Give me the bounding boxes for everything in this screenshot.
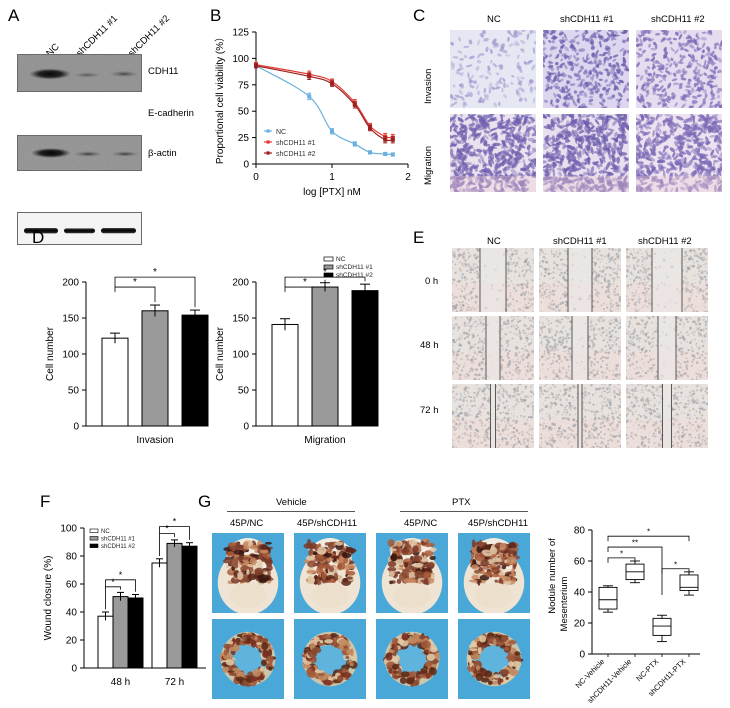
svg-text:NC: NC [336, 256, 346, 263]
svg-text:50: 50 [238, 107, 250, 118]
svg-text:*: * [153, 267, 157, 278]
panel-g-col-4: 45P/shCDH11 [468, 518, 529, 529]
svg-text:75: 75 [238, 80, 250, 91]
panel-c-col-nc: NC [487, 14, 501, 25]
svg-text:shCDH11 #1: shCDH11 #1 [276, 140, 316, 147]
svg-text:200: 200 [232, 278, 249, 289]
panel-e-col-sh1: shCDH11 #1 [553, 236, 607, 247]
svg-text:shCDH11 #2: shCDH11 #2 [276, 151, 316, 158]
panel-letter-g: G [198, 492, 212, 511]
svg-text:Migration: Migration [304, 435, 345, 446]
svg-text:*: * [303, 277, 307, 288]
panel-g-group-ptx: PTX [452, 497, 471, 508]
svg-text:50: 50 [238, 386, 250, 397]
blot-beta-actin [17, 212, 142, 245]
panel-c-col-sh1: shCDH11 #1 [560, 14, 614, 25]
svg-text:0: 0 [243, 422, 249, 433]
panel-e-col-nc: NC [487, 236, 501, 247]
blot-cdh11 [17, 54, 142, 92]
svg-text:150: 150 [62, 314, 79, 325]
svg-text:Invasion: Invasion [136, 435, 173, 446]
svg-text:NC: NC [276, 129, 286, 136]
svg-text:100: 100 [232, 54, 249, 65]
svg-text:200: 200 [62, 278, 79, 289]
panel-e-row-0h: 0 h [425, 276, 439, 287]
lane-label-sh1: shCDH11 #1 [74, 13, 120, 60]
panel-e-row-72h: 72 h [420, 405, 439, 416]
panel-c-col-sh2: shCDH11 #2 [651, 14, 705, 25]
panel-a-lane-labels: NC shCDH11 #1 shCDH11 #2 [0, 0, 200, 60]
svg-text:*: * [323, 267, 327, 278]
panel-letter-e: E [413, 228, 425, 247]
panel-b-chart: 0 25 50 75 100 125 0 1 2 log [PTX] nM Proportional… [210, 14, 415, 204]
panel-g-boxplot: 0 20 40 60 80 Nodule number of Mesenterium NC-V… [540, 508, 730, 704]
panel-c-row-invasion: Invasion [423, 68, 434, 104]
panel-g-col-2: 45P/shCDH11 [297, 518, 358, 529]
svg-text:150: 150 [232, 314, 249, 325]
svg-text:25: 25 [238, 133, 250, 144]
panel-f-chart: 0 20 40 60 80 100 Wound closure (%) 48 h * * 72 h *… [40, 512, 215, 702]
panel-e-row-48h: 48 h [420, 340, 439, 351]
panel-g-col-1: 45P/NC [230, 518, 264, 529]
panel-letter-f: F [40, 492, 51, 511]
blot-label-ecadherin: E-cadherin [148, 108, 194, 119]
panel-d-legend: NC shCDH11 #1 shCDH11 #2 [322, 254, 402, 288]
panel-d-chart-invasion: 0 50 100 150 200 Cell number Invasion * * [42, 258, 212, 463]
svg-text:0: 0 [73, 422, 79, 433]
svg-text:100: 100 [232, 350, 249, 361]
lane-label-sh2: shCDH11 #2 [126, 13, 172, 60]
panel-g-image-grid [212, 533, 530, 703]
panel-g-col-3: 45P/NC [404, 518, 438, 529]
svg-text:2: 2 [405, 172, 411, 183]
svg-text:Proportional cell viability (%: Proportional cell viability (%） [214, 32, 226, 164]
svg-text:*: * [133, 277, 137, 288]
panel-g-group-vehicle: Vehicle [276, 497, 307, 508]
svg-text:shCDH11 #1: shCDH11 #1 [336, 264, 373, 271]
blot-label-cdh11: CDH11 [148, 66, 179, 77]
panel-letter-a: A [8, 6, 20, 25]
svg-text:0: 0 [253, 172, 259, 183]
svg-text:shCDH11 #2: shCDH11 #2 [336, 272, 373, 279]
panel-c-image-grid [450, 30, 722, 194]
panel-d-chart-migration: 0 50 100 150 200 Cell number Migration * * [212, 258, 387, 463]
panel-letter-d: D [32, 228, 45, 247]
svg-text:50: 50 [68, 386, 80, 397]
blot-label-beta-actin: β-actin [148, 148, 177, 159]
panel-g-rule-vehicle [227, 511, 355, 512]
svg-text:0: 0 [243, 160, 249, 171]
panel-g-rule-ptx [400, 511, 528, 512]
svg-text:1: 1 [329, 172, 335, 183]
svg-text:Cell number: Cell number [45, 326, 56, 381]
panel-e-col-sh2: shCDH11 #2 [638, 236, 692, 247]
svg-text:100: 100 [62, 350, 79, 361]
blot-ecadherin [17, 135, 142, 171]
svg-text:log [PTX] nM: log [PTX] nM [303, 187, 361, 198]
svg-text:125: 125 [232, 28, 249, 39]
panel-c-row-migration: Migration [423, 145, 434, 185]
panel-letter-c: C [413, 6, 426, 25]
panel-e-image-grid [452, 248, 717, 464]
svg-text:Cell number: Cell number [215, 326, 226, 381]
panel-letter-b: B [210, 6, 222, 25]
